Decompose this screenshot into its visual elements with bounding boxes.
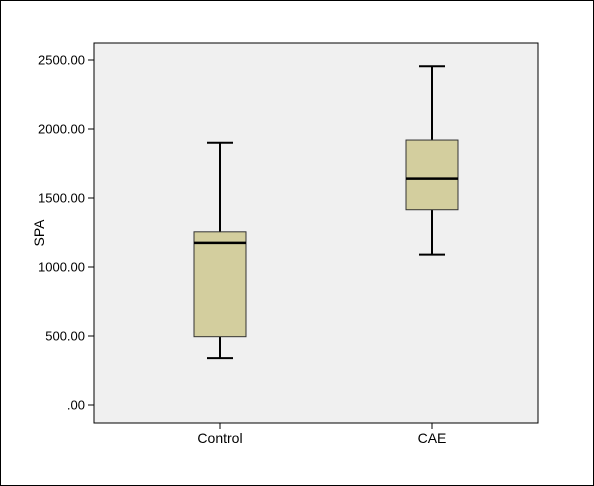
box-series [193, 65, 459, 360]
x-tick-label: CAE [418, 430, 447, 446]
iqr-box [405, 139, 459, 211]
box-cae [405, 65, 459, 256]
y-tick-label: 500.00 [45, 329, 85, 344]
x-tick-label: Control [197, 430, 242, 446]
y-axis-label: SPA [31, 219, 47, 247]
y-tick-label: 2500.00 [38, 53, 85, 68]
plot-area [93, 42, 539, 424]
iqr-box [193, 231, 247, 338]
x-axis: Control CAE [197, 423, 446, 446]
box-control [193, 141, 247, 360]
y-axis: .00 500.00 1000.00 1500.00 2000.00 2500.00 [38, 53, 94, 413]
y-tick-label: 1500.00 [38, 191, 85, 206]
y-tick-label: 2000.00 [38, 122, 85, 137]
y-tick-label: 1000.00 [38, 260, 85, 275]
y-tick-label: .00 [67, 398, 85, 413]
